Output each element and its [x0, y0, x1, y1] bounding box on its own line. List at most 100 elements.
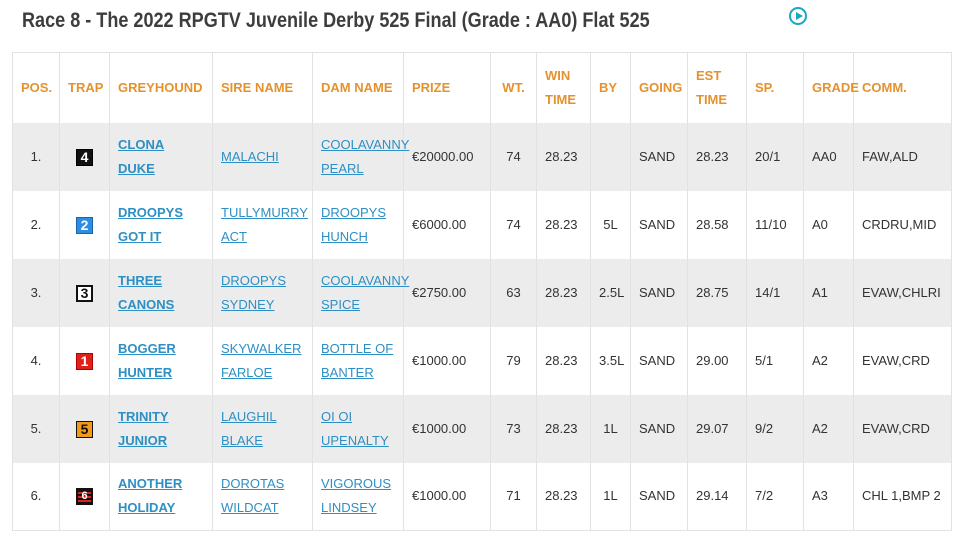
greyhound-link[interactable]: DROOPYS GOT IT: [118, 204, 184, 244]
by-cell: 3.5L: [590, 326, 631, 395]
trap-3-icon: 3: [76, 284, 93, 302]
win-time-cell: 28.23: [536, 394, 591, 463]
trap-cell: 3: [59, 258, 110, 327]
trap-5-icon: 5: [76, 420, 93, 438]
dam-link[interactable]: BOTTLE OF BANTER: [321, 340, 394, 380]
prize-cell: €2750.00: [403, 258, 491, 327]
dam-cell: BOTTLE OF BANTER: [312, 326, 404, 395]
sp-cell: 5/1: [746, 326, 804, 395]
sire-cell: SKYWALKER FARLOE: [212, 326, 313, 395]
header-greyhound: GREYHOUND: [109, 52, 213, 123]
going-cell: SAND: [630, 258, 688, 327]
sp-cell: 9/2: [746, 394, 804, 463]
by-cell: 1L: [590, 394, 631, 463]
header-comm: COMM.: [853, 52, 952, 123]
header-trap: TRAP: [59, 52, 110, 123]
pos-cell: 5.: [12, 394, 60, 463]
header-sire: SIRE NAME: [212, 52, 313, 123]
by-cell: [590, 122, 631, 191]
greyhound-link[interactable]: THREE CANONS: [118, 272, 175, 312]
header-win-time: WIN TIME: [536, 52, 591, 123]
table-row: 3. 3 THREE CANONS DROOPYS SYDNEY COOLAVA…: [12, 258, 952, 327]
sire-link[interactable]: DROOPYS SYDNEY: [221, 272, 287, 312]
going-cell: SAND: [630, 326, 688, 395]
header-pos: POS.: [12, 52, 60, 123]
greyhound-link[interactable]: TRINITY JUNIOR: [118, 408, 169, 448]
est-time-cell: 28.23: [687, 122, 747, 191]
wt-cell: 71: [490, 462, 537, 531]
prize-cell: €1000.00: [403, 394, 491, 463]
greyhound-cell: TRINITY JUNIOR: [109, 394, 213, 463]
pos-cell: 6.: [12, 462, 60, 531]
comm-cell: CHL 1,BMP 2: [853, 462, 952, 531]
wt-cell: 63: [490, 258, 537, 327]
trap-2-icon: 2: [76, 216, 93, 234]
dam-link[interactable]: VIGOROUS LINDSEY: [321, 476, 392, 516]
going-cell: SAND: [630, 190, 688, 259]
est-time-cell: 29.14: [687, 462, 747, 531]
wt-cell: 74: [490, 122, 537, 191]
table-row: 6. 6 ANOTHER HOLIDAY DOROTAS WILDCAT VIG…: [12, 462, 952, 531]
win-time-cell: 28.23: [536, 122, 591, 191]
header-est-time: EST TIME: [687, 52, 747, 123]
sire-cell: DOROTAS WILDCAT: [212, 462, 313, 531]
sire-link[interactable]: DOROTAS WILDCAT: [221, 476, 285, 516]
going-cell: SAND: [630, 394, 688, 463]
greyhound-cell: ANOTHER HOLIDAY: [109, 462, 213, 531]
greyhound-cell: DROOPYS GOT IT: [109, 190, 213, 259]
comm-cell: FAW,ALD: [853, 122, 952, 191]
win-time-cell: 28.23: [536, 462, 591, 531]
header-prize: PRIZE: [403, 52, 491, 123]
sire-link[interactable]: LAUGHIL BLAKE: [221, 408, 277, 448]
greyhound-cell: CLONA DUKE: [109, 122, 213, 191]
sp-cell: 20/1: [746, 122, 804, 191]
dam-cell: VIGOROUS LINDSEY: [312, 462, 404, 531]
by-cell: 2.5L: [590, 258, 631, 327]
header-est-time-line2: TIME: [696, 91, 728, 107]
sire-link[interactable]: SKYWALKER FARLOE: [221, 340, 302, 380]
grade-cell: A3: [803, 462, 854, 531]
going-cell: SAND: [630, 462, 688, 531]
sire-cell: LAUGHIL BLAKE: [212, 394, 313, 463]
going-cell: SAND: [630, 122, 688, 191]
trap-cell: 6: [59, 462, 110, 531]
table-row: 5. 5 TRINITY JUNIOR LAUGHIL BLAKE OI OI …: [12, 394, 952, 463]
dam-cell: COOLAVANNY PEARL: [312, 122, 409, 191]
pos-cell: 4.: [12, 326, 60, 395]
header-sp: SP.: [746, 52, 804, 123]
greyhound-link[interactable]: ANOTHER HOLIDAY: [118, 476, 183, 516]
greyhound-link[interactable]: CLONA DUKE: [118, 136, 165, 176]
pos-cell: 3.: [12, 258, 60, 327]
comm-cell: EVAW,CRD: [853, 394, 952, 463]
est-time-cell: 29.00: [687, 326, 747, 395]
dam-link[interactable]: OI OI UPENALTY: [321, 408, 389, 448]
trap-cell: 2: [59, 190, 110, 259]
trap-cell: 1: [59, 326, 110, 395]
table-row: 1. 4 CLONA DUKE MALACHI COOLAVANNY PEARL…: [12, 122, 952, 191]
prize-cell: €1000.00: [403, 462, 491, 531]
by-cell: 1L: [590, 462, 631, 531]
sp-cell: 11/10: [746, 190, 804, 259]
play-circle-icon[interactable]: [789, 7, 807, 25]
sp-cell: 14/1: [746, 258, 804, 327]
prize-cell: €6000.00: [403, 190, 491, 259]
grade-cell: A2: [803, 394, 854, 463]
dam-cell: COOLAVANNY SPICE: [312, 258, 409, 327]
prize-cell: €1000.00: [403, 326, 491, 395]
greyhound-link[interactable]: BOGGER HUNTER: [118, 340, 176, 380]
header-by: BY: [590, 52, 631, 123]
prize-cell: €20000.00: [403, 122, 491, 191]
est-time-cell: 29.07: [687, 394, 747, 463]
sire-link[interactable]: TULLYMURRY ACT: [221, 204, 308, 244]
grade-cell: A2: [803, 326, 854, 395]
greyhound-cell: BOGGER HUNTER: [109, 326, 213, 395]
trap-6-icon: 6: [76, 488, 93, 506]
results-table: POS. TRAP GREYHOUND SIRE NAME DAM NAME P…: [12, 52, 952, 531]
header-win-time-line2: TIME: [545, 91, 577, 107]
sire-link[interactable]: MALACHI: [221, 148, 279, 164]
race-title: Race 8 - The 2022 RPGTV Juvenile Derby 5…: [22, 9, 650, 32]
dam-link[interactable]: COOLAVANNY SPICE: [321, 272, 410, 312]
dam-link[interactable]: COOLAVANNY PEARL: [321, 136, 410, 176]
dam-link[interactable]: DROOPYS HUNCH: [321, 204, 387, 244]
wt-cell: 74: [490, 190, 537, 259]
